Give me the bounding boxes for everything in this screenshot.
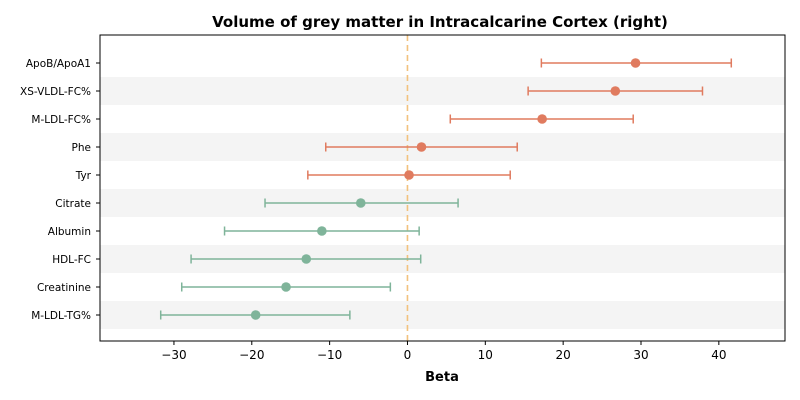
x-tick-label: −20 bbox=[239, 348, 264, 362]
y-tick-label: Phe bbox=[72, 142, 91, 154]
x-tick-label: 40 bbox=[711, 348, 726, 362]
point-estimate bbox=[610, 86, 621, 96]
point-estimate bbox=[281, 282, 291, 292]
x-tick-label: 30 bbox=[633, 348, 648, 362]
point-estimate bbox=[537, 114, 547, 124]
y-tick-label: M-LDL-TG% bbox=[31, 310, 91, 322]
y-tick-label: XS-VLDL-FC% bbox=[20, 86, 91, 98]
point-estimate bbox=[630, 58, 641, 68]
y-tick-label: Albumin bbox=[48, 226, 91, 238]
x-tick-label: −10 bbox=[317, 348, 342, 362]
x-axis: −30 −20 −10 0 10 20 30 40 bbox=[161, 341, 726, 362]
y-tick-label: Creatinine bbox=[37, 282, 91, 294]
point-estimate bbox=[416, 142, 427, 152]
y-tick-label: ApoB/ApoA1 bbox=[26, 58, 91, 70]
y-tick-label: HDL-FC bbox=[52, 254, 91, 266]
x-axis-label: Beta bbox=[425, 370, 459, 385]
plot-frame bbox=[99, 34, 786, 342]
point-estimate bbox=[301, 254, 312, 264]
x-tick-label: 0 bbox=[404, 348, 412, 362]
y-tick-label: Tyr bbox=[75, 170, 92, 182]
chart-title: Volume of grey matter in Intracalcarine … bbox=[212, 13, 668, 31]
point-estimate bbox=[250, 310, 261, 320]
x-tick-label: 20 bbox=[556, 348, 571, 362]
point-estimate bbox=[317, 226, 327, 236]
y-tick-label: Citrate bbox=[55, 198, 91, 210]
x-tick-label: −30 bbox=[161, 348, 186, 362]
point-estimate bbox=[404, 170, 414, 180]
point-estimate bbox=[355, 198, 366, 208]
y-axis: ApoB/ApoA1 XS-VLDL-FC% M-LDL-FC% Phe Tyr Citr… bbox=[20, 58, 100, 322]
y-tick-label: M-LDL-FC% bbox=[31, 114, 91, 126]
point-estimates bbox=[250, 58, 641, 320]
x-tick-label: 10 bbox=[478, 348, 493, 362]
